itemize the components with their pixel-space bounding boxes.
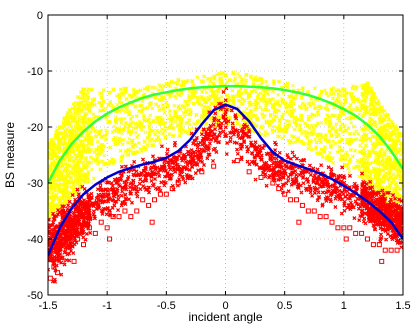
yellow-point (306, 101, 311, 106)
yellow-point (192, 122, 196, 126)
yellow-point (120, 108, 125, 113)
yellow-point (73, 100, 78, 105)
yellow-point (265, 132, 270, 136)
yellow-point (163, 120, 168, 125)
yellow-point (397, 187, 402, 191)
yellow-point (395, 191, 400, 196)
yellow-point (299, 131, 304, 135)
yellow-point (380, 156, 385, 161)
yellow-point (351, 84, 355, 88)
yellow-point (323, 88, 327, 93)
yellow-point (187, 107, 192, 112)
yellow-point (179, 130, 184, 135)
yellow-point (270, 128, 275, 132)
yellow-point (351, 166, 356, 170)
yellow-point (58, 165, 63, 170)
yellow-point (112, 124, 117, 129)
yellow-point (123, 109, 128, 114)
yellow-point (313, 137, 317, 142)
yellow-point (124, 97, 129, 102)
yellow-point (305, 135, 309, 140)
yellow-point (243, 82, 248, 86)
yellow-point (277, 123, 282, 128)
yellow-point (327, 150, 332, 155)
yellow-point (141, 113, 146, 118)
yellow-point (90, 167, 94, 172)
yellow-point (142, 87, 147, 91)
yellow-point (193, 95, 198, 99)
yellow-point (376, 98, 380, 103)
yellow-point (349, 120, 354, 125)
yellow-point (258, 105, 263, 110)
yellow-point (232, 79, 237, 84)
yellow-point (331, 91, 336, 96)
yellow-point (131, 87, 136, 92)
yellow-point (347, 105, 351, 110)
yellow-point (133, 93, 137, 98)
yellow-point (319, 92, 324, 97)
yellow-point (86, 90, 90, 95)
yellow-point (176, 124, 181, 129)
yellow-point (204, 90, 209, 95)
yellow-point (219, 94, 224, 99)
yellow-point (333, 141, 338, 146)
yellow-point (357, 112, 362, 117)
yellow-point (331, 139, 335, 144)
yellow-point (306, 114, 311, 119)
yellow-point (235, 119, 239, 123)
yellow-point (324, 103, 329, 108)
yellow-point (388, 193, 392, 198)
yellow-point (346, 126, 351, 131)
yellow-point (173, 119, 178, 124)
yellow-point (331, 86, 336, 91)
yellow-point (236, 71, 240, 76)
yellow-point (377, 111, 381, 116)
yellow-point (89, 130, 93, 134)
yellow-point (316, 113, 321, 117)
yellow-point (148, 113, 153, 118)
yellow-point (345, 153, 350, 158)
yellow-point (123, 116, 127, 121)
yellow-point (59, 169, 63, 173)
yellow-point (190, 126, 195, 131)
yellow-point (290, 83, 295, 88)
yellow-point (195, 75, 200, 79)
yellow-point (69, 111, 74, 115)
yellow-point (85, 98, 90, 103)
yellow-point (120, 131, 125, 136)
yellow-point (100, 91, 104, 96)
yellow-point (160, 127, 164, 132)
yellow-point (75, 182, 80, 187)
yellow-point (102, 153, 107, 158)
yellow-point (266, 108, 271, 113)
yellow-point (143, 130, 148, 135)
